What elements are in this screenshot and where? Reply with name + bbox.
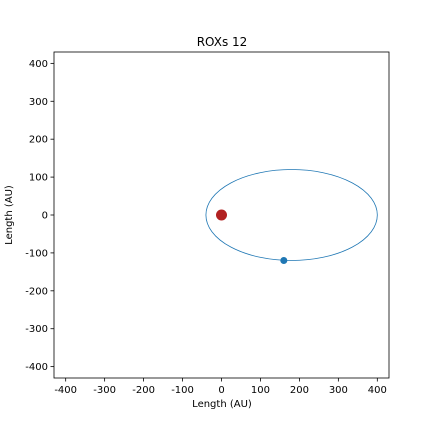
x-axis-label: Length (AU) [192,399,252,410]
x-tick-label: -100 [171,385,194,396]
y-axis-label: Length (AU) [4,185,15,245]
y-tick-label: -200 [25,286,48,297]
x-tick-label: 0 [218,385,224,396]
y-tick-label: 300 [29,97,48,108]
y-tick-label: 100 [29,173,48,184]
x-tick-label: 100 [251,385,270,396]
y-axis-ticks: -400 -300 -200 -100 0 100 200 300 400 [25,59,54,373]
x-tick-label: 400 [368,385,387,396]
star-point [216,209,227,221]
x-tick-label: -200 [132,385,155,396]
x-tick-label: 300 [329,385,348,396]
x-axis-ticks: -400 -300 -200 -100 0 100 200 300 400 [54,378,387,396]
y-tick-label: -100 [25,248,48,259]
y-tick-label: 0 [42,211,48,222]
x-tick-label: -400 [54,385,77,396]
y-tick-label: -400 [25,362,48,373]
y-tick-label: -300 [25,324,48,335]
chart-marks [205,169,378,264]
x-tick-label: 200 [290,385,309,396]
x-tick-label: -300 [93,385,116,396]
companion-point [280,256,288,264]
y-tick-label: 400 [29,59,48,70]
chart-title: ROXs 12 [197,35,248,49]
orbit-ellipse [205,169,378,261]
y-tick-label: 200 [29,135,48,146]
